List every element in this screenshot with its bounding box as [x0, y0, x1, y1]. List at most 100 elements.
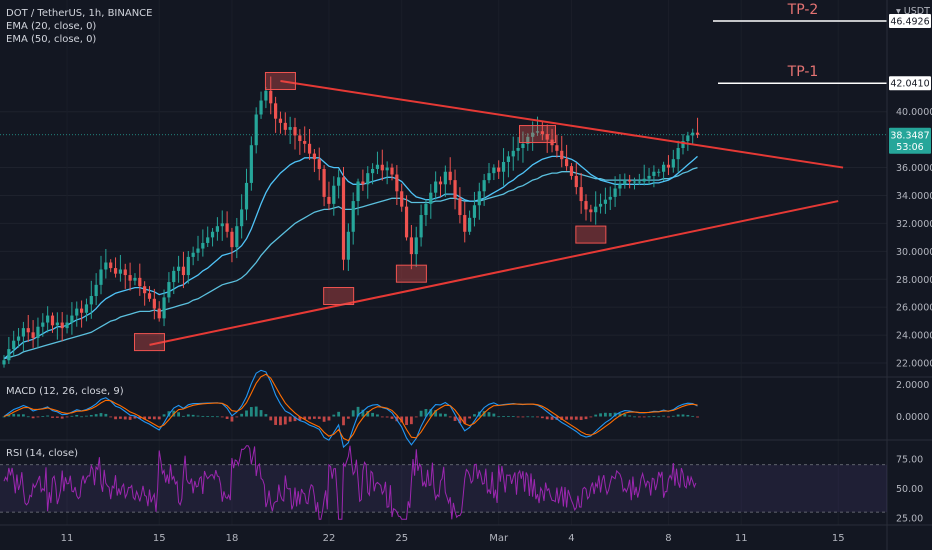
candle-body	[691, 132, 695, 136]
macd-hist-bar	[104, 413, 108, 417]
rsi-line	[3, 445, 697, 520]
candle-body	[2, 360, 6, 365]
time-tick-label: 22	[323, 533, 336, 544]
candle-body	[569, 166, 574, 176]
ema20-line	[3, 155, 698, 360]
macd-hist-bar	[434, 410, 438, 417]
price-axis[interactable]: 22.0000 24.0000 26.0000 28.0000 30.0000 32.00…	[896, 6, 932, 370]
price-tick-label: 22.0000	[896, 359, 932, 370]
triangle-trendlines[interactable]	[149, 79, 844, 346]
candle-body	[303, 141, 307, 144]
macd-hist-bar	[55, 416, 59, 418]
candle-body	[579, 187, 583, 202]
symbol-title[interactable]: DOT / TetherUS, 1h, BINANCE	[6, 8, 153, 19]
ema50-legend[interactable]: EMA (50, close, 0)	[6, 34, 97, 45]
main-legend[interactable]: DOT / TetherUS, 1h, BINANCE EMA (20, clo…	[6, 7, 152, 46]
rsi-pane[interactable]	[0, 445, 887, 520]
touch-point-box	[575, 225, 607, 244]
macd-hist-bar	[327, 416, 331, 421]
macd-hist-bar	[211, 416, 214, 418]
macd-hist-bar	[254, 406, 258, 417]
candle-body	[535, 131, 540, 133]
time-tick-label: 11	[61, 533, 74, 544]
candle-body	[375, 164, 380, 169]
candle-body	[269, 90, 273, 104]
candle-body	[482, 180, 486, 192]
macd-hist-bar	[453, 416, 457, 421]
macd-hist-bar	[628, 415, 632, 417]
price-tick-label: 36.0000	[896, 163, 932, 174]
macd-hist-bar	[419, 410, 423, 417]
candle-body	[540, 131, 544, 135]
indicator-axes: 2.0000 0.0000 75.00 50.00 25.00	[896, 380, 929, 525]
candle-body	[259, 100, 263, 115]
target-price-tag-bg	[889, 76, 931, 91]
candle-body	[94, 284, 98, 297]
candle-body	[104, 262, 108, 270]
macd-legend[interactable]: MACD (12, 26, close, 9)	[6, 386, 124, 397]
macd-hist-bar	[570, 416, 573, 420]
candle-body	[215, 226, 219, 232]
target-price-tag: 42.0410	[889, 76, 931, 91]
macd-tick-label: 2.0000	[896, 380, 929, 391]
macd-hist-bar	[618, 413, 622, 417]
macd-histogram	[2, 406, 699, 426]
macd-hist-bar	[681, 414, 685, 417]
macd-hist-bar	[579, 416, 583, 420]
price-pane[interactable]: TP-1 TP-2	[0, 0, 887, 525]
candle-body	[60, 322, 64, 329]
candle-body	[89, 296, 93, 305]
candle-body	[244, 182, 249, 210]
candle-body	[7, 349, 11, 361]
macd-hist-bar	[405, 416, 408, 426]
time-tick-label: 8	[665, 533, 671, 544]
macd-hist-bar	[448, 416, 452, 418]
macd-hist-bar	[245, 410, 248, 417]
macd-hist-bar	[647, 416, 651, 418]
macd-hist-bar	[385, 416, 389, 418]
last-price-countdown: 53:06	[896, 142, 923, 153]
candle-body	[448, 171, 452, 181]
candle-body	[118, 269, 122, 274]
macd-hist-bar	[604, 412, 607, 417]
macd-hist-bar	[696, 416, 699, 418]
candle-body	[312, 153, 316, 160]
macd-hist-bar	[313, 416, 316, 419]
target-price-tag-text: 46.4926	[890, 17, 929, 28]
candle-body	[307, 143, 312, 154]
macd-hist-bar	[17, 414, 20, 417]
macd-hist-bar	[536, 416, 539, 418]
candle-body	[41, 322, 45, 327]
ema20-legend[interactable]: EMA (20, close, 0)	[6, 21, 97, 32]
rsi-legend[interactable]: RSI (14, close)	[6, 448, 79, 459]
candle-body	[181, 266, 186, 276]
macd-hist-bar	[652, 415, 656, 417]
candle-body	[133, 277, 137, 281]
time-tick-label: Mar	[489, 533, 509, 544]
candle-body	[31, 332, 35, 338]
candle-body	[278, 118, 283, 123]
macd-hist-bar	[342, 416, 345, 426]
macd-hist-bar	[487, 412, 491, 417]
macd-hist-bar	[259, 410, 263, 417]
macd-hist-bar	[667, 416, 670, 418]
target-label: TP-2	[787, 2, 819, 18]
candle-body	[123, 269, 127, 276]
candle-body	[26, 328, 30, 333]
candle-body	[206, 237, 210, 243]
time-axis[interactable]: 11 15 18 22 25 Mar 4 8 11 15	[61, 533, 845, 544]
macd-hist-bar	[162, 414, 166, 417]
ema-lines	[3, 155, 698, 360]
macd-hist-bar	[75, 414, 79, 417]
candle-body	[458, 198, 462, 216]
target-price-tag-bg	[889, 14, 931, 29]
macd-hist-bar	[531, 416, 535, 418]
macd-hist-bar	[201, 415, 205, 417]
macd-hist-bar	[31, 416, 35, 419]
macd-pane[interactable]	[2, 369, 699, 449]
macd-hist-bar	[356, 406, 360, 417]
currency-label: ▾ USDT	[896, 6, 930, 17]
macd-hist-bar	[186, 414, 190, 417]
